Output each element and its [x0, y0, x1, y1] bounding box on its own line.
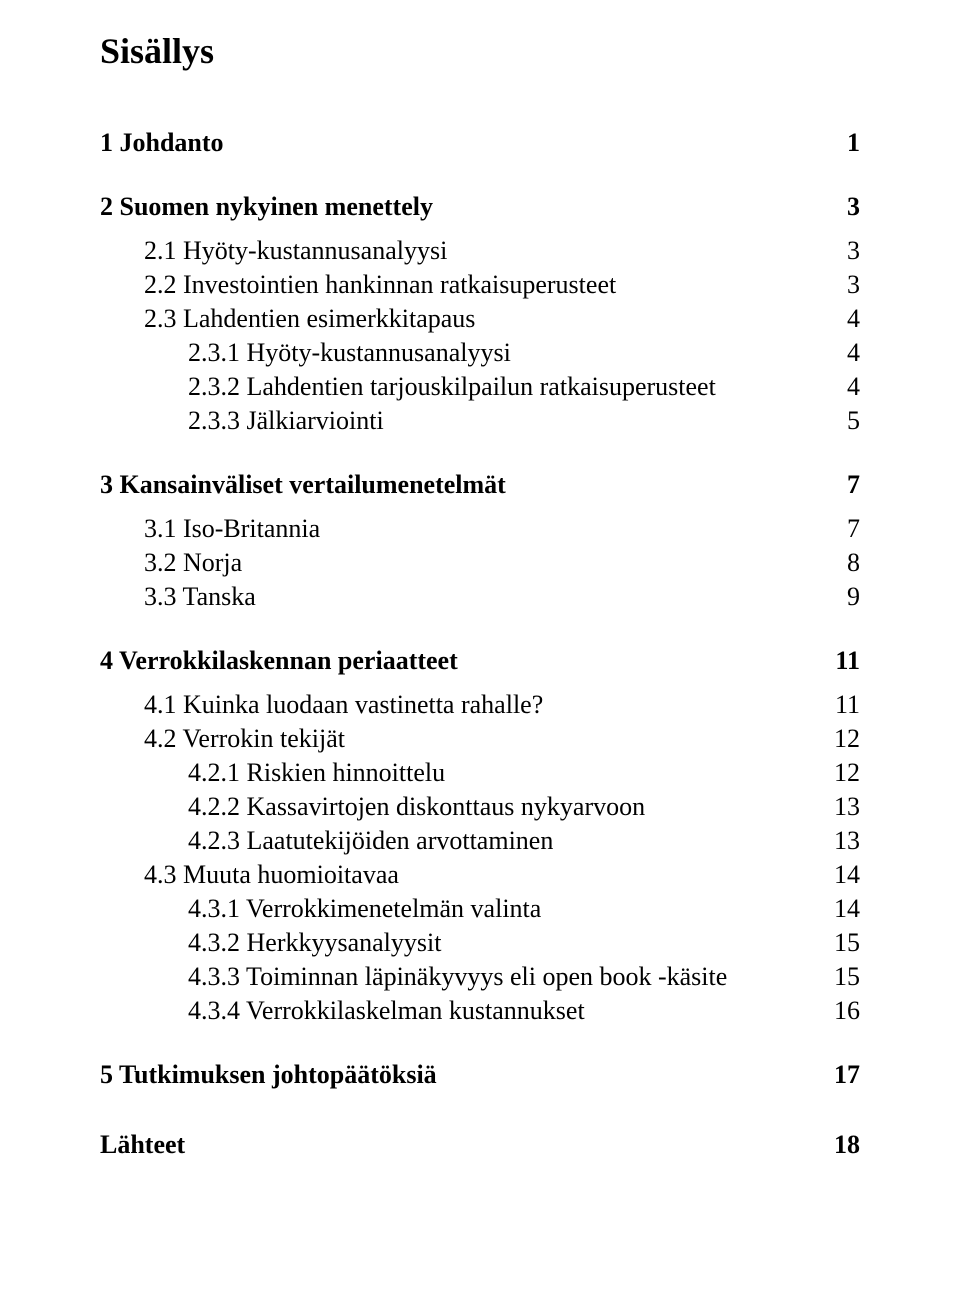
toc-entry-label: 3.1 Iso-Britannia: [144, 514, 320, 544]
toc-entry-page: 4: [820, 338, 860, 368]
toc-entry-page: 7: [820, 470, 860, 500]
toc-entry-page: 8: [820, 548, 860, 578]
toc-row: 4.3.4 Verrokkilaskelman kustannukset 16: [100, 996, 860, 1026]
toc-row: 2.1 Hyöty-kustannusanalyysi 3: [100, 236, 860, 266]
toc-row: 1 Johdanto 1: [100, 128, 860, 158]
toc-entry-label: 4.3.1 Verrokkimenetelmän valinta: [188, 894, 541, 924]
toc-row: 2 Suomen nykyinen menettely 3: [100, 192, 860, 222]
toc-container: 1 Johdanto12 Suomen nykyinen menettely32…: [100, 128, 860, 1160]
toc-entry-page: 12: [820, 724, 860, 754]
toc-row: 2.2 Investointien hankinnan ratkaisuperu…: [100, 270, 860, 300]
toc-entry-label: 4.2.1 Riskien hinnoittelu: [188, 758, 445, 788]
toc-entry-page: 13: [820, 826, 860, 856]
toc-row: 3.3 Tanska 9: [100, 582, 860, 612]
toc-entry-page: 7: [820, 514, 860, 544]
toc-row: 3.2 Norja 8: [100, 548, 860, 578]
toc-entry-page: 15: [820, 928, 860, 958]
toc-entry-label: 2.1 Hyöty-kustannusanalyysi: [144, 236, 447, 266]
toc-entry-label: 2.3 Lahdentien esimerkkitapaus: [144, 304, 475, 334]
toc-row: 4.2 Verrokin tekijät 12: [100, 724, 860, 754]
toc-entry-page: 16: [820, 996, 860, 1026]
toc-entry-page: 14: [820, 894, 860, 924]
toc-entry-label: 2.3.2 Lahdentien tarjouskilpailun ratkai…: [188, 372, 716, 402]
toc-row: 4 Verrokkilaskennan periaatteet 11: [100, 646, 860, 676]
toc-row: 4.2.1 Riskien hinnoittelu 12: [100, 758, 860, 788]
toc-entry-label: 4.2 Verrokin tekijät: [144, 724, 345, 754]
toc-entry-page: 3: [820, 270, 860, 300]
toc-row: 4.3.3 Toiminnan läpinäkyvyys eli open bo…: [100, 962, 860, 992]
toc-entry-label: 5 Tutkimuksen johtopäätöksiä: [100, 1060, 437, 1090]
toc-row: 5 Tutkimuksen johtopäätöksiä 17: [100, 1060, 860, 1090]
toc-entry-page: 13: [820, 792, 860, 822]
toc-entry-label: 4.3.2 Herkkyysanalyysit: [188, 928, 441, 958]
toc-entry-label: Lähteet: [100, 1130, 185, 1160]
toc-entry-page: 15: [820, 962, 860, 992]
toc-entry-label: 4.3.4 Verrokkilaskelman kustannukset: [188, 996, 585, 1026]
toc-row: 2.3.3 Jälkiarviointi 5: [100, 406, 860, 436]
toc-entry-page: 5: [820, 406, 860, 436]
toc-row: 4.1 Kuinka luodaan vastinetta rahalle? 11: [100, 690, 860, 720]
toc-title: Sisällys: [100, 30, 860, 72]
toc-entry-label: 4.2.2 Kassavirtojen diskonttaus nykyarvo…: [188, 792, 645, 822]
toc-entry-page: 12: [820, 758, 860, 788]
toc-entry-label: 3 Kansainväliset vertailumenetelmät: [100, 470, 506, 500]
toc-row: 4.2.3 Laatutekijöiden arvottaminen 13: [100, 826, 860, 856]
toc-row: 2.3 Lahdentien esimerkkitapaus 4: [100, 304, 860, 334]
toc-entry-page: 4: [820, 304, 860, 334]
toc-entry-label: 2 Suomen nykyinen menettely: [100, 192, 433, 222]
toc-row: 4.3.2 Herkkyysanalyysit 15: [100, 928, 860, 958]
toc-row: 3 Kansainväliset vertailumenetelmät 7: [100, 470, 860, 500]
toc-row: 4.3 Muuta huomioitavaa 14: [100, 860, 860, 890]
toc-entry-label: 2.3.3 Jälkiarviointi: [188, 406, 384, 436]
toc-row: 3.1 Iso-Britannia 7: [100, 514, 860, 544]
toc-entry-label: 4.2.3 Laatutekijöiden arvottaminen: [188, 826, 553, 856]
toc-entry-label: 2.3.1 Hyöty-kustannusanalyysi: [188, 338, 511, 368]
toc-entry-label: 4 Verrokkilaskennan periaatteet: [100, 646, 458, 676]
toc-entry-page: 4: [820, 372, 860, 402]
toc-entry-page: 11: [820, 690, 860, 720]
toc-row: Lähteet 18: [100, 1130, 860, 1160]
toc-entry-page: 11: [820, 646, 860, 676]
toc-entry-label: 3.3 Tanska: [144, 582, 256, 612]
toc-entry-page: 9: [820, 582, 860, 612]
toc-entry-label: 2.2 Investointien hankinnan ratkaisuperu…: [144, 270, 616, 300]
toc-entry-label: 4.1 Kuinka luodaan vastinetta rahalle?: [144, 690, 543, 720]
toc-entry-page: 3: [820, 236, 860, 266]
toc-entry-label: 1 Johdanto: [100, 128, 224, 158]
toc-entry-label: 4.3 Muuta huomioitavaa: [144, 860, 399, 890]
toc-row: 2.3.2 Lahdentien tarjouskilpailun ratkai…: [100, 372, 860, 402]
toc-row: 2.3.1 Hyöty-kustannusanalyysi 4: [100, 338, 860, 368]
document-page: Sisällys 1 Johdanto 1 2 Suomen nykyinen me…: [0, 0, 960, 1306]
toc-entry-page: 17: [820, 1060, 860, 1090]
toc-row: 4.3.1 Verrokkimenetelmän valinta 14: [100, 894, 860, 924]
toc-row: 4.2.2 Kassavirtojen diskonttaus nykyarvo…: [100, 792, 860, 822]
toc-entry-page: 14: [820, 860, 860, 890]
toc-entry-label: 3.2 Norja: [144, 548, 242, 578]
toc-entry-page: 1: [820, 128, 860, 158]
toc-entry-page: 18: [820, 1130, 860, 1160]
toc-entry-page: 3: [820, 192, 860, 222]
toc-entry-label: 4.3.3 Toiminnan läpinäkyvyys eli open bo…: [188, 962, 727, 992]
